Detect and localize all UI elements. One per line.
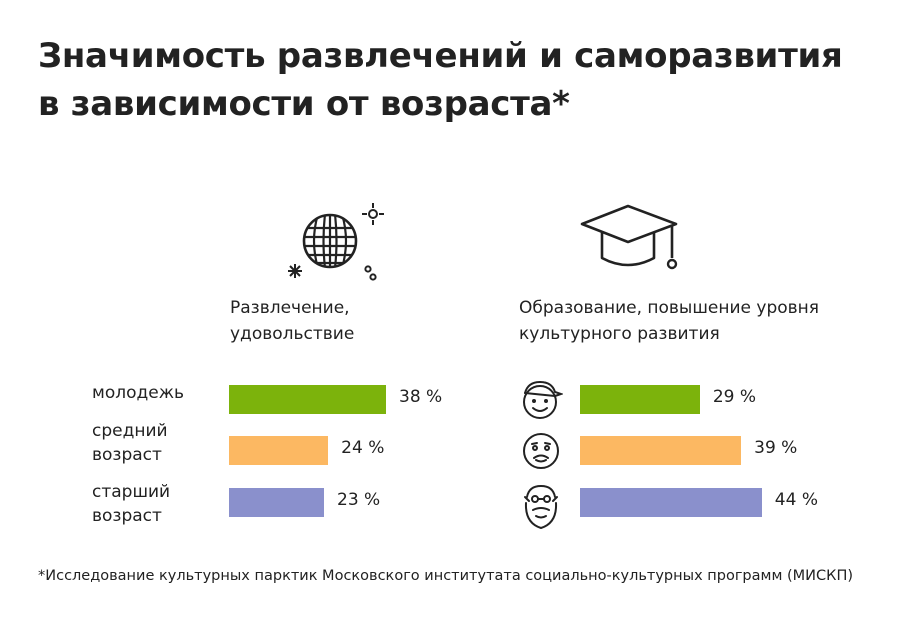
bar-entertainment-youth [229, 385, 386, 414]
middle-aged-face-icon [523, 433, 559, 469]
panel-title-education: Образование, повышение уровня культурног… [519, 295, 819, 347]
row-label-middle-line-2: возраст [92, 445, 162, 465]
bar-education-middle [580, 436, 742, 465]
panel-title-entertainment-line-2: удовольствие [230, 324, 355, 344]
panel-title-education-line-1: Образование, повышение уровня [519, 298, 819, 318]
row-label-middle: средний возраст [92, 419, 168, 467]
panel-title-education-line-2: культурного развития [519, 324, 720, 344]
row-label-senior-line-2: возраст [92, 506, 162, 526]
page-title: Значимость развлечений и саморазвития в … [38, 32, 878, 128]
value-label-entertainment-youth: 38 % [399, 387, 443, 407]
bar-entertainment-senior [229, 488, 325, 517]
value-label-education-senior: 44 % [774, 490, 818, 510]
bar-education-youth [580, 385, 700, 414]
value-label-education-middle: 39 % [754, 438, 798, 458]
title-line-2: в зависимости от возраста* [38, 84, 570, 124]
title-line-1: Значимость развлечений и саморазвития [38, 36, 843, 76]
row-label-youth-line-1: молодежь [92, 383, 185, 403]
disco-ball-icon [288, 203, 384, 281]
value-label-education-youth: 29 % [712, 387, 757, 407]
row-label-senior: старший возраст [92, 480, 170, 528]
young-face-icon [523, 380, 563, 419]
graduation-cap-icon [580, 204, 678, 270]
row-label-youth: молодежь [92, 381, 184, 405]
bar-education-senior [580, 488, 762, 517]
old-bearded-face-icon [524, 484, 558, 530]
panel-title-entertainment-line-1: Развлечение, [230, 298, 350, 318]
panel-title-entertainment: Развлечение, удовольствие [230, 295, 354, 347]
row-label-middle-line-1: средний [92, 421, 168, 441]
bar-entertainment-middle [229, 436, 329, 465]
value-label-entertainment-middle: 24 % [341, 438, 385, 458]
row-label-senior-line-1: старший [92, 482, 171, 502]
footnote: *Исследование культурных парктик Московс… [38, 568, 854, 584]
value-label-entertainment-senior: 23 % [337, 490, 381, 510]
